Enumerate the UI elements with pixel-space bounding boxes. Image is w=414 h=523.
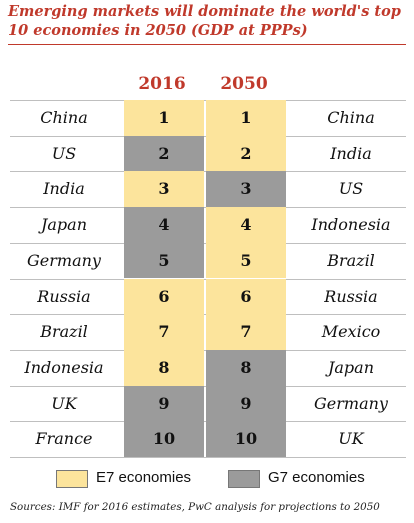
country-2050: India bbox=[330, 143, 372, 163]
table-row: China 1 1 China bbox=[10, 100, 406, 136]
country-2016: Brazil bbox=[40, 322, 88, 342]
rank-cell-2050: 7 bbox=[206, 314, 286, 350]
country-2050: US bbox=[338, 179, 364, 199]
legend-g7-swatch bbox=[228, 470, 260, 488]
country-2050: Russia bbox=[324, 286, 378, 306]
country-2016: Japan bbox=[40, 215, 88, 235]
rank-cell-2016: 4 bbox=[124, 207, 204, 243]
country-2050: Brazil bbox=[327, 250, 375, 270]
legend: E7 economies G7 economies bbox=[0, 464, 414, 492]
rank-cell-2016: 6 bbox=[124, 278, 204, 315]
rank-cell-2016: 7 bbox=[124, 314, 204, 350]
rank-cell-2050: 4 bbox=[206, 207, 286, 243]
column-header-2016: 2016 bbox=[138, 74, 186, 94]
country-2016: China bbox=[40, 108, 88, 127]
row-divider bbox=[10, 457, 406, 458]
legend-e7-swatch bbox=[56, 470, 88, 488]
legend-g7-label: G7 economies bbox=[268, 469, 365, 486]
country-2016: UK bbox=[51, 393, 77, 413]
country-2016: Russia bbox=[37, 286, 91, 306]
ranking-table: China 1 1 China US 2 2 India India 3 3 US Japan 4 4 Ind… bbox=[10, 100, 406, 458]
country-2016: Indonesia bbox=[24, 357, 104, 377]
source-note: Sources: IMF for 2016 estimates, PwC ana… bbox=[10, 501, 380, 513]
rank-cell-2050: 6 bbox=[206, 278, 286, 315]
table-row: UK 9 9 Germany bbox=[10, 385, 406, 422]
title-divider bbox=[8, 44, 406, 45]
country-2050: Germany bbox=[314, 393, 388, 413]
table-row: Indonesia 8 8 Japan bbox=[10, 349, 406, 386]
legend-e7-label: E7 economies bbox=[96, 469, 192, 486]
rank-cell-2016: 5 bbox=[124, 242, 204, 279]
country-2050: Mexico bbox=[321, 322, 381, 342]
rank-cell-2050: 1 bbox=[206, 100, 286, 136]
table-row: Japan 4 4 Indonesia bbox=[10, 207, 406, 243]
chart-title: Emerging markets will dominate the world… bbox=[8, 3, 401, 39]
table-row: Brazil 7 7 Mexico bbox=[10, 314, 406, 350]
rank-cell-2050: 5 bbox=[206, 242, 286, 279]
country-2050: UK bbox=[338, 429, 364, 449]
country-2050: Indonesia bbox=[311, 215, 391, 235]
rank-cell-2050: 8 bbox=[206, 349, 286, 386]
rank-cell-2050: 3 bbox=[206, 171, 286, 208]
rank-cell-2050: 10 bbox=[206, 421, 286, 457]
table-row: Russia 6 6 Russia bbox=[10, 278, 406, 315]
country-2016: Germany bbox=[27, 250, 101, 270]
country-2050: China bbox=[327, 108, 375, 127]
country-2016: US bbox=[51, 143, 77, 163]
rank-cell-2050: 9 bbox=[206, 385, 286, 422]
table-row: India 3 3 US bbox=[10, 171, 406, 208]
table-row: France 10 10 UK bbox=[10, 421, 406, 457]
rank-cell-2016: 1 bbox=[124, 100, 204, 136]
rank-cell-2016: 10 bbox=[124, 421, 204, 457]
table-row: Germany 5 5 Brazil bbox=[10, 242, 406, 279]
rank-cell-2050: 2 bbox=[206, 135, 286, 172]
rank-cell-2016: 9 bbox=[124, 385, 204, 422]
country-2050: Japan bbox=[327, 357, 375, 377]
rank-cell-2016: 3 bbox=[124, 171, 204, 208]
country-2016: France bbox=[35, 429, 93, 449]
table-row: US 2 2 India bbox=[10, 135, 406, 172]
rank-cell-2016: 2 bbox=[124, 135, 204, 172]
rank-cell-2016: 8 bbox=[124, 349, 204, 386]
country-2016: India bbox=[43, 179, 85, 199]
column-header-2050: 2050 bbox=[220, 74, 268, 94]
